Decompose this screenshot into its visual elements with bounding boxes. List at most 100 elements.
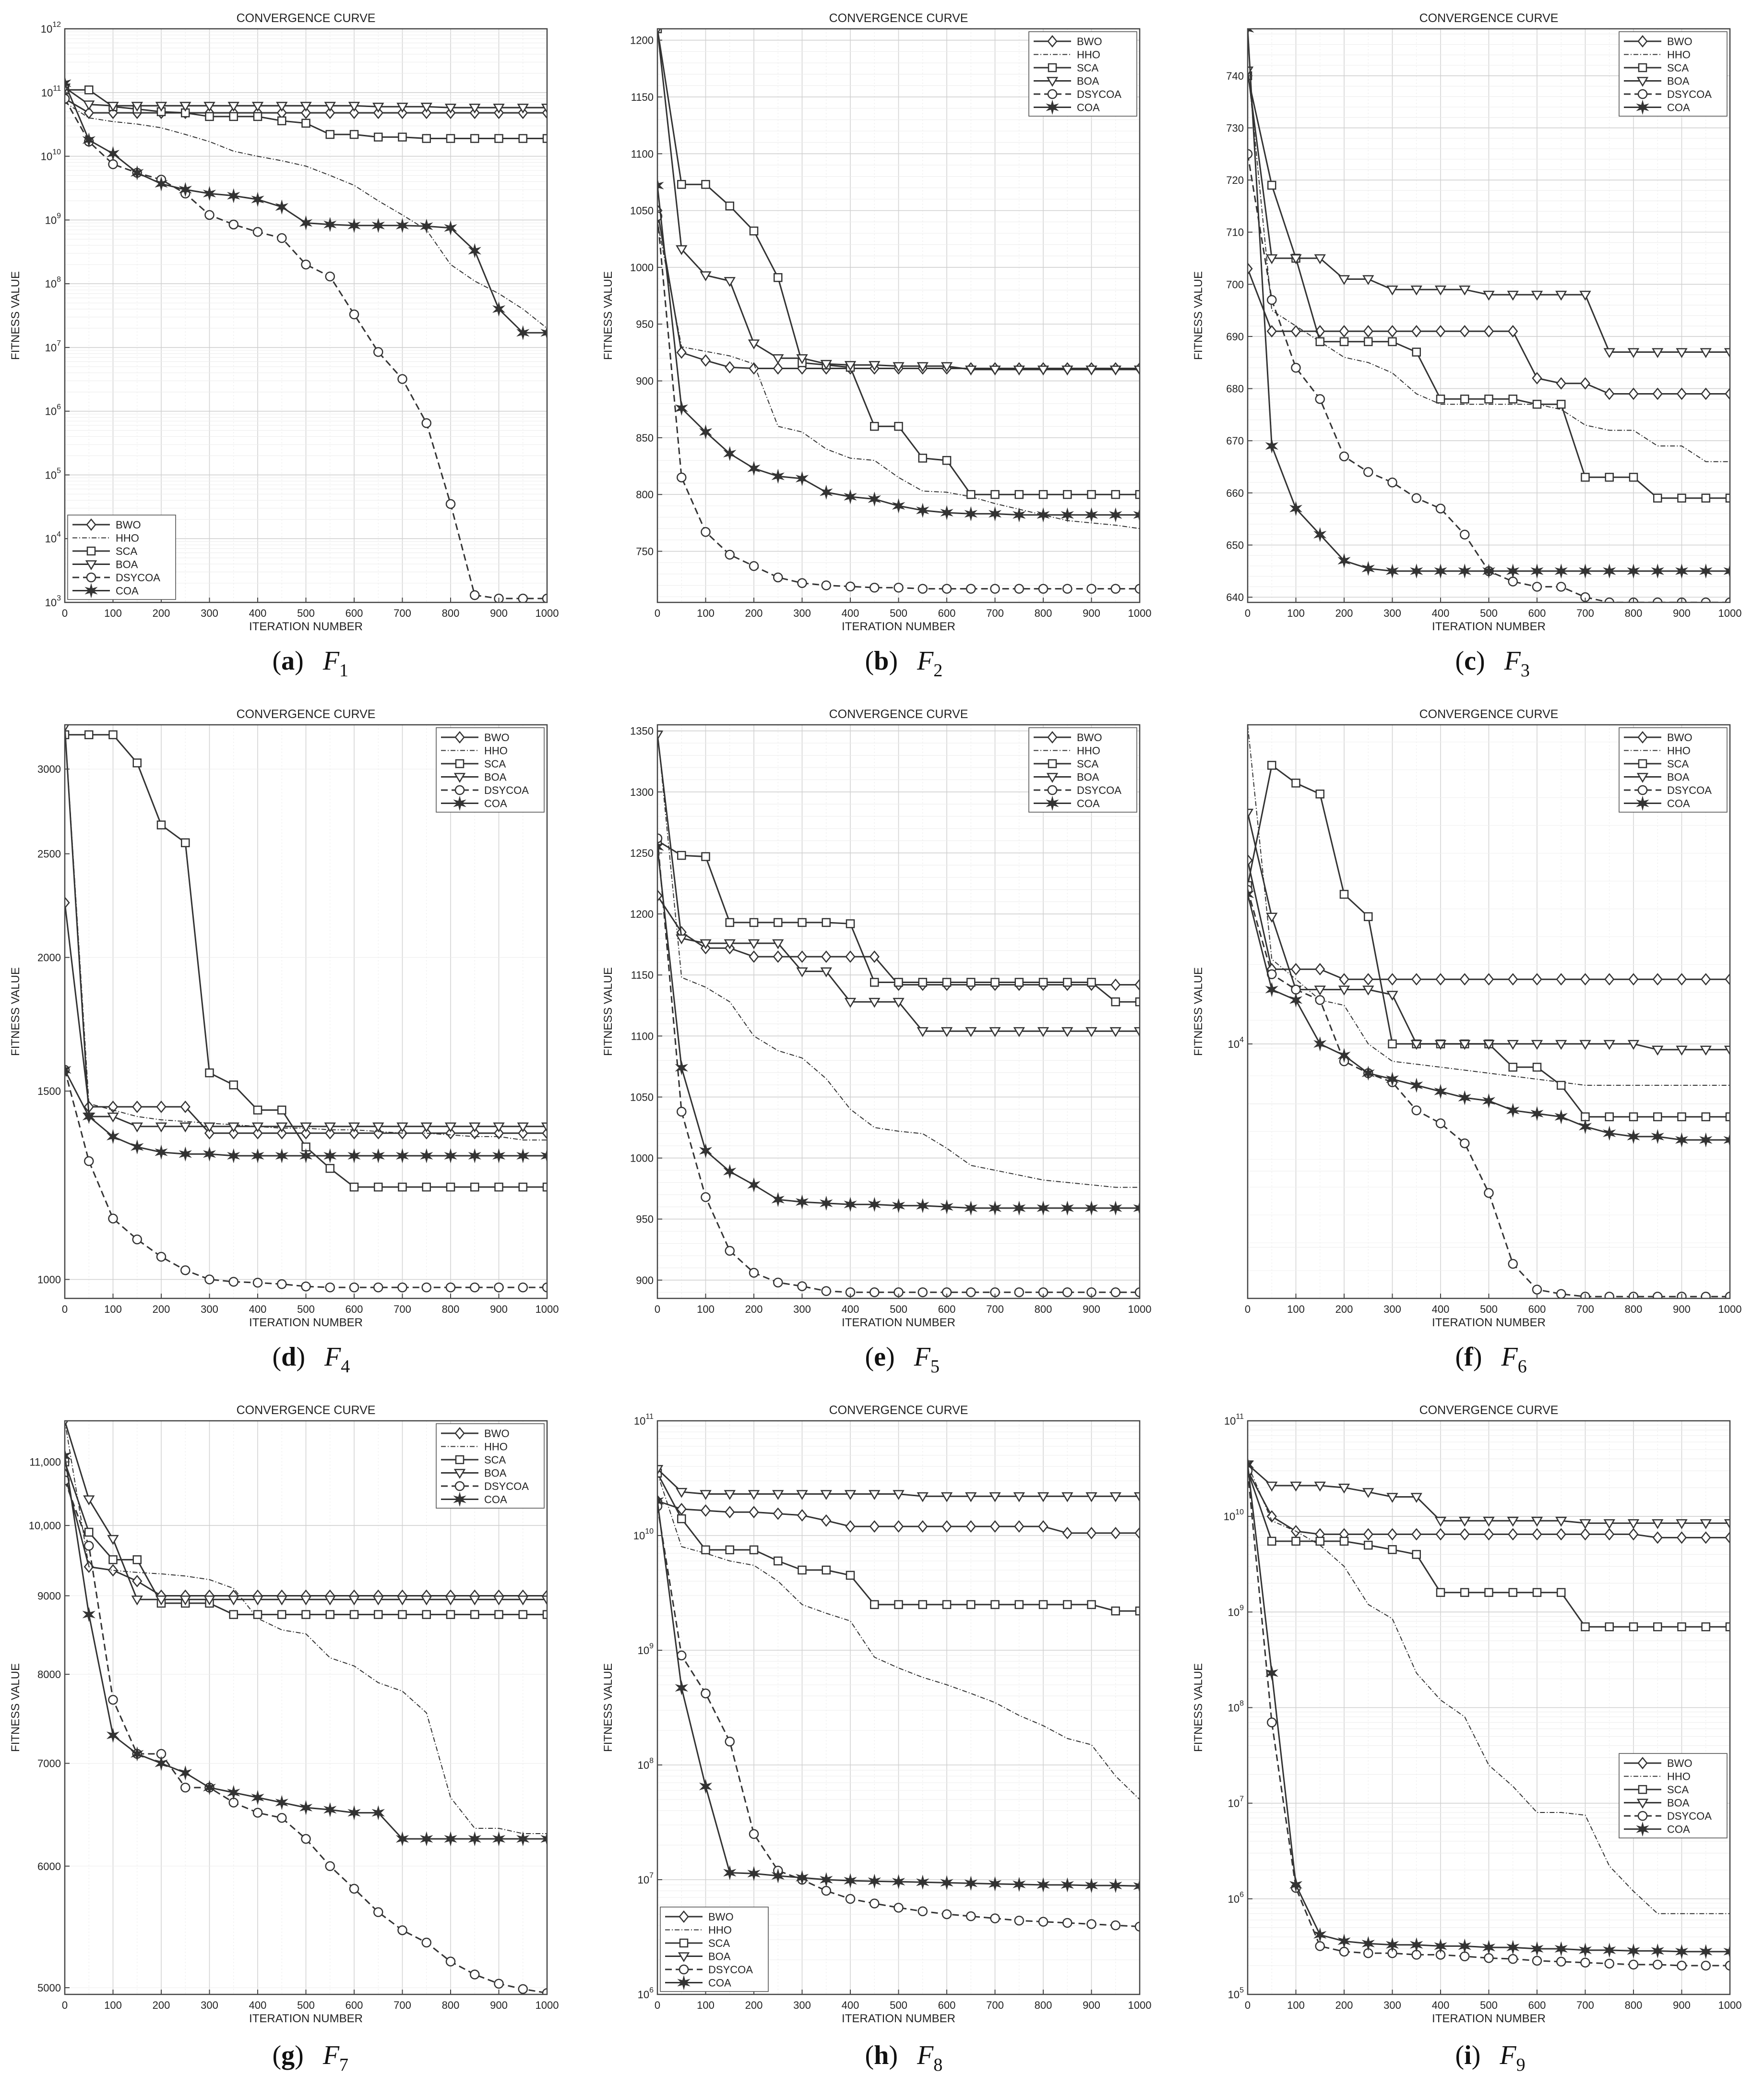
y-tick-label: 900 <box>636 1274 654 1286</box>
y-tick-label: 1050 <box>630 1091 654 1103</box>
x-tick-label: 600 <box>1528 1999 1546 2011</box>
point-sca <box>1291 779 1300 788</box>
point-coa <box>675 1680 688 1696</box>
series-line-dsycoa <box>1248 1470 1730 1967</box>
point-boa <box>1338 275 1350 285</box>
point-dsycoa <box>657 833 663 843</box>
point-coa <box>323 216 337 232</box>
point-dsycoa <box>1484 1953 1494 1963</box>
point-coa <box>1530 1941 1544 1956</box>
point-dsycoa <box>677 1106 687 1117</box>
y-axis-label: FITNESS VALUE <box>9 1663 22 1752</box>
legend-label: BWO <box>1077 732 1102 744</box>
x-tick-label: 800 <box>442 607 460 619</box>
point-sca <box>1701 1112 1710 1121</box>
point-sca <box>518 134 527 143</box>
point-boa <box>203 1595 215 1606</box>
point-coa <box>892 498 906 514</box>
y-tick-label: 900 <box>636 375 654 387</box>
point-boa <box>1676 348 1688 359</box>
point-sca <box>1581 1622 1590 1632</box>
x-tick-label: 200 <box>1335 607 1353 619</box>
legend-marker-dsycoa <box>86 572 96 583</box>
x-tick-label: 700 <box>1576 1303 1594 1315</box>
legend-marker-dsycoa <box>1047 89 1058 99</box>
point-boa <box>1362 1488 1374 1498</box>
point-sca <box>1267 761 1276 770</box>
chart-panel-a: 0 100 200 300 400 500 600 700 800 900 1000 103 104 10… <box>9 12 559 681</box>
y-tick-label: 107 <box>1228 1795 1244 1810</box>
point-sca <box>701 180 710 189</box>
x-tick-label: 0 <box>1245 1999 1251 2011</box>
legend-box <box>436 727 545 813</box>
y-tick-label: 1011 <box>41 84 61 99</box>
chart-panel-c: 0 100 200 300 400 500 600 700 800 900 1000 640 650 66… <box>1192 12 1741 681</box>
x-tick-label: 600 <box>938 607 956 619</box>
point-coa <box>1434 563 1447 579</box>
point-boa <box>1555 1517 1567 1527</box>
point-coa <box>747 460 761 476</box>
legend-label: SCA <box>1077 62 1099 74</box>
point-bwo <box>869 1520 880 1533</box>
x-tick-label: 400 <box>1432 1303 1450 1315</box>
point-sca <box>1364 1540 1373 1550</box>
point-coa <box>347 217 361 233</box>
series-group <box>65 725 547 1293</box>
point-coa <box>540 1831 547 1847</box>
point-coa <box>1265 982 1278 997</box>
point-sca <box>277 116 286 125</box>
point-sca <box>846 1571 855 1580</box>
point-dsycoa <box>108 1694 118 1705</box>
point-coa <box>657 178 664 193</box>
point-coa <box>723 1865 737 1881</box>
point-coa <box>371 1148 385 1164</box>
point-dsycoa <box>518 1984 528 1994</box>
point-boa <box>251 1595 264 1606</box>
point-bwo <box>1387 1528 1398 1541</box>
legend-marker-sca <box>1638 759 1647 768</box>
point-sca <box>798 918 807 927</box>
point-coa <box>771 1192 785 1207</box>
point-coa <box>1554 1941 1568 1956</box>
point-boa <box>748 1490 760 1500</box>
point-sca <box>518 1610 527 1619</box>
legend-marker-coa <box>677 1975 691 1991</box>
x-tick-label: 1000 <box>1718 1999 1742 2011</box>
x-tick-label: 700 <box>1576 1999 1594 2011</box>
point-boa <box>820 967 832 978</box>
point-coa <box>203 1146 216 1162</box>
point-bwo <box>1628 973 1639 986</box>
point-bwo <box>1248 854 1253 867</box>
point-boa <box>1266 912 1278 923</box>
point-coa <box>1313 527 1327 542</box>
point-coa <box>1385 1071 1399 1087</box>
point-coa <box>1289 501 1303 516</box>
point-sca <box>494 1610 503 1619</box>
point-boa <box>107 102 119 112</box>
legend-marker-boa <box>85 560 97 570</box>
point-dsycoa <box>373 347 383 357</box>
point-coa <box>299 1148 313 1164</box>
point-sca <box>1063 978 1072 987</box>
point-dsycoa <box>1725 597 1730 602</box>
y-tick-label: 750 <box>636 546 654 558</box>
point-coa <box>1265 1665 1278 1681</box>
point-dsycoa <box>1062 1918 1073 1928</box>
point-dsycoa <box>470 590 480 600</box>
point-dsycoa <box>397 374 407 384</box>
chart-title: CONVERGENCE CURVE <box>1419 12 1559 25</box>
x-tick-label: 600 <box>938 1999 956 2011</box>
point-sca <box>774 1556 783 1566</box>
point-coa <box>1410 1078 1423 1093</box>
point-dsycoa <box>204 210 215 220</box>
point-bwo <box>1532 1528 1542 1541</box>
series-group <box>1248 725 1730 1298</box>
point-sca <box>1629 1112 1638 1121</box>
y-tick-label: 9000 <box>37 1590 61 1602</box>
point-sca <box>749 226 759 236</box>
point-coa <box>468 1831 481 1847</box>
point-coa <box>1458 1938 1471 1954</box>
point-boa <box>772 939 784 949</box>
y-tick-label: 690 <box>1226 331 1244 343</box>
point-dsycoa <box>990 1913 1000 1923</box>
